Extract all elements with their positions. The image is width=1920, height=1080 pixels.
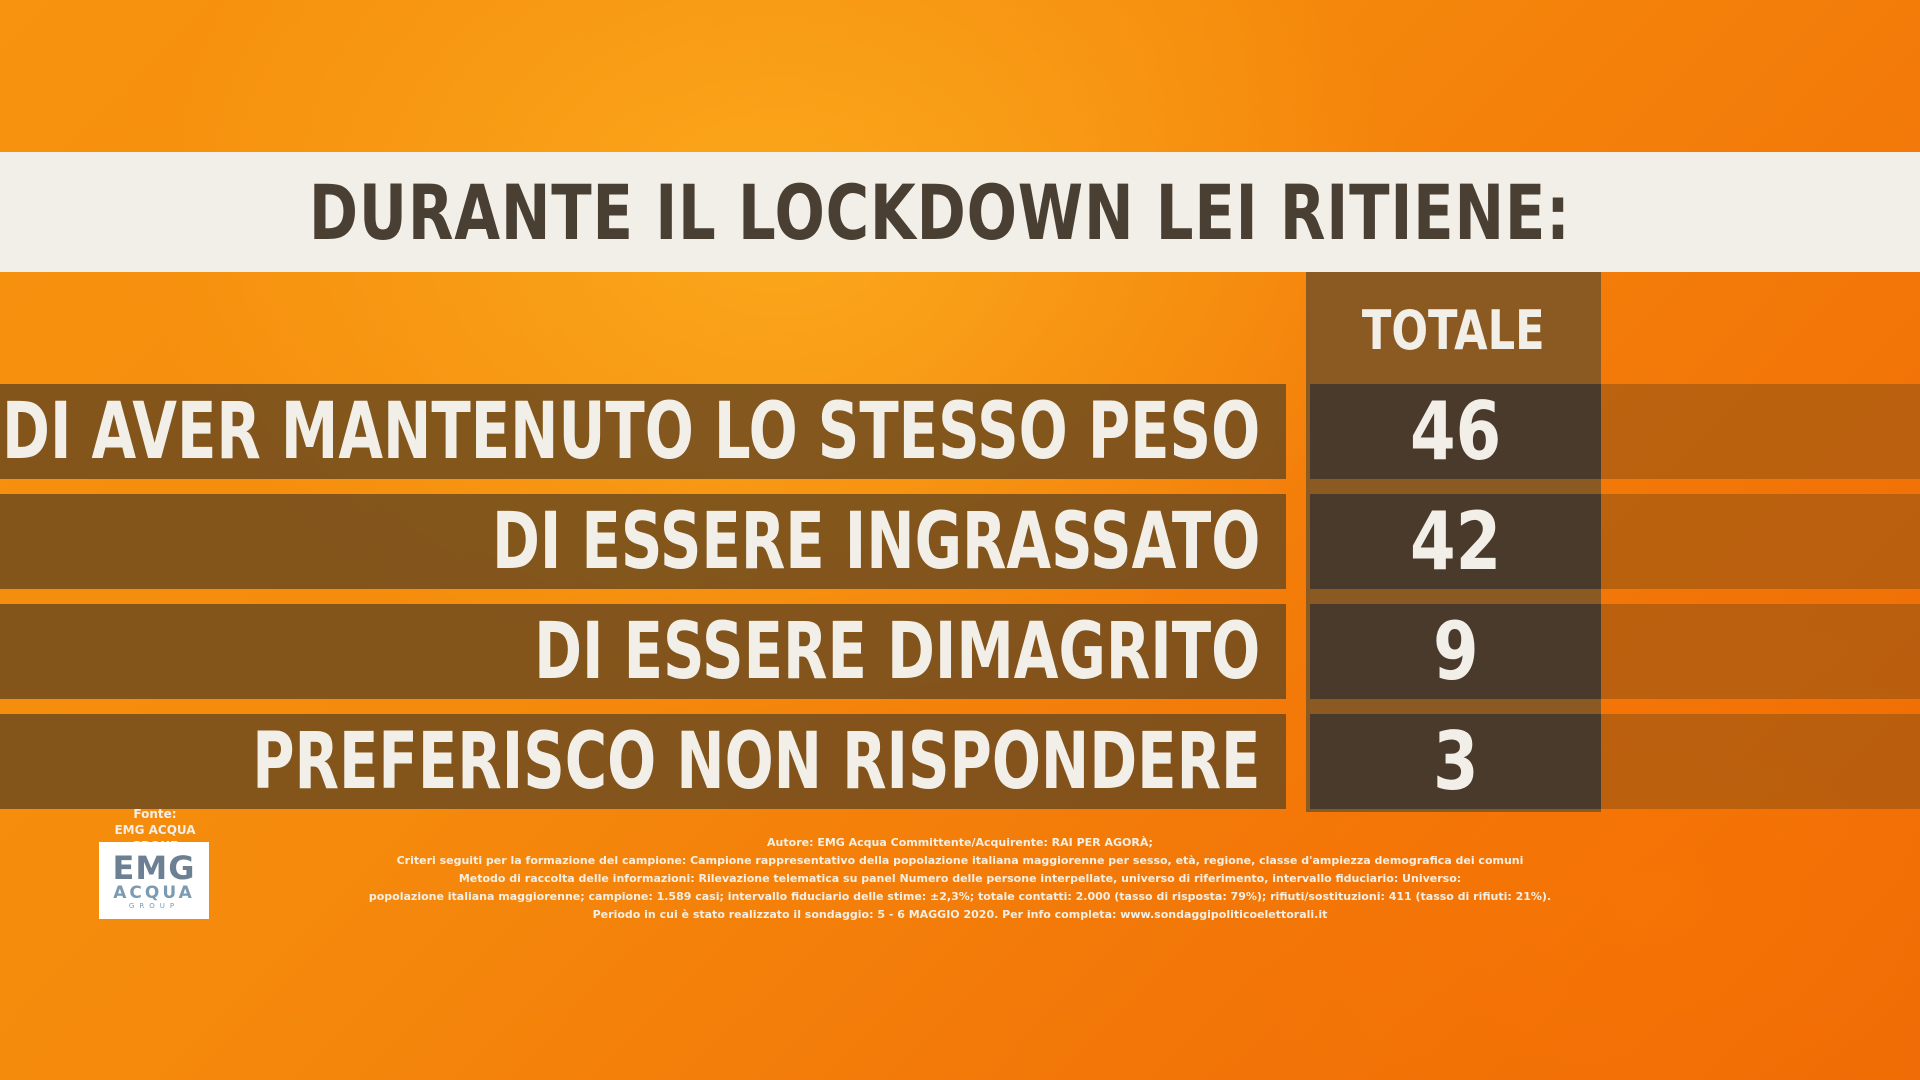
table-row: DI ESSERE INGRASSATO 42	[0, 494, 1920, 589]
value-label: 46	[1409, 385, 1502, 478]
row-label-background	[0, 384, 1286, 479]
category-label: PREFERISCO NON RISPONDERE	[251, 716, 1260, 807]
row-value-background	[1310, 384, 1601, 479]
row-label: DI ESSERE DIMAGRITO	[0, 604, 1260, 699]
row-value: 9	[1310, 604, 1601, 699]
row-extension-background	[1601, 494, 1920, 589]
methodology-notes: Autore: EMG Acqua Committente/Acquirente…	[360, 834, 1560, 924]
table-row: DI ESSERE DIMAGRITO 9	[0, 604, 1920, 699]
source-label: Fonte:	[133, 807, 177, 821]
row-value-background	[1310, 714, 1601, 809]
row-value: 3	[1310, 714, 1601, 809]
column-header-label: TOTALE	[1362, 298, 1545, 362]
row-label: PREFERISCO NON RISPONDERE	[0, 714, 1260, 809]
row-extension-background	[1601, 384, 1920, 479]
note-line: Metodo di raccolta delle informazioni: R…	[458, 872, 1462, 885]
row-extension-background	[1601, 714, 1920, 809]
value-label: 42	[1409, 495, 1502, 588]
value-label: 9	[1432, 605, 1479, 698]
category-label: DI AVER MANTENUTO LO STESSO PESO	[1, 386, 1260, 477]
note-line: Periodo in cui è stato realizzato il son…	[592, 908, 1328, 921]
row-label-background	[0, 714, 1286, 809]
logo-acqua-text: ACQUA	[113, 882, 195, 903]
row-label: DI ESSERE INGRASSATO	[0, 494, 1260, 589]
note-line: Criteri seguiti per la formazione del ca…	[396, 854, 1524, 867]
row-label: DI AVER MANTENUTO LO STESSO PESO	[0, 384, 1260, 479]
value-label: 3	[1432, 715, 1479, 808]
note-line: Autore: EMG Acqua Committente/Acquirente…	[767, 836, 1153, 849]
table-row: PREFERISCO NON RISPONDERE 3	[0, 714, 1920, 809]
total-column-header: TOTALE	[1306, 290, 1601, 370]
table-row: DI AVER MANTENUTO LO STESSO PESO 46	[0, 384, 1920, 479]
note-line: popolazione italiana maggiorenne; campio…	[368, 890, 1552, 903]
row-value-background	[1310, 494, 1601, 589]
title-band: DURANTE IL LOCKDOWN LEI RITIENE:	[0, 152, 1920, 272]
row-value: 42	[1310, 494, 1601, 589]
row-extension-background	[1601, 604, 1920, 699]
emg-acqua-logo: EMG ACQUA GROUP	[99, 842, 209, 919]
logo-group-text: GROUP	[128, 901, 180, 910]
row-label-background	[0, 604, 1286, 699]
row-value: 46	[1310, 384, 1601, 479]
chart-title: DURANTE IL LOCKDOWN LEI RITIENE:	[309, 167, 1571, 257]
category-label: DI ESSERE INGRASSATO	[491, 496, 1260, 587]
logo-emg-text: EMG	[112, 848, 196, 887]
category-label: DI ESSERE DIMAGRITO	[533, 606, 1260, 697]
row-value-background	[1310, 604, 1601, 699]
row-label-background	[0, 494, 1286, 589]
